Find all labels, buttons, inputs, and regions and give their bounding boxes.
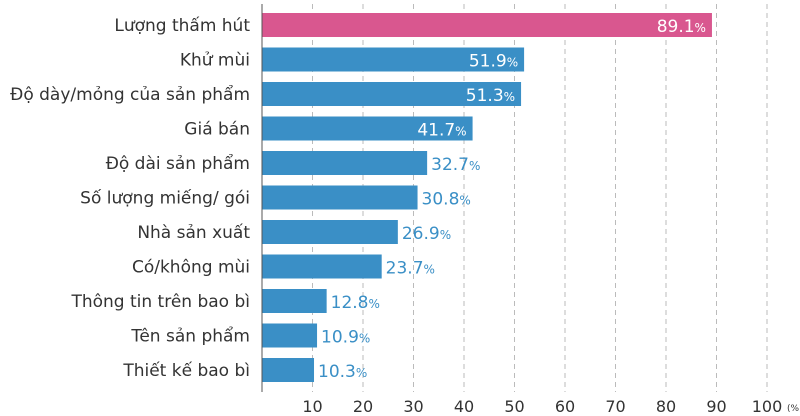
value-label-1: 89.1%	[657, 17, 706, 37]
value-label-4: 41.7%	[417, 121, 466, 141]
x-tick-label-80: 80	[656, 397, 676, 416]
category-label-5: Độ dài sản phẩm	[106, 153, 250, 174]
bar-8	[262, 254, 382, 279]
category-label-1: Lượng thấm hút	[114, 15, 250, 36]
value-label-10: 10.9%	[321, 328, 370, 348]
x-tick-label-50: 50	[504, 397, 524, 416]
category-label-8: Có/không mùi	[132, 258, 250, 278]
value-label-2: 51.9%	[469, 52, 518, 72]
x-tick-label-90: 90	[706, 397, 726, 416]
category-label-6: Số lượng miếng/ gói	[80, 188, 250, 209]
value-labels: 89.1% 51.9% 51.3%41.7% 32.7% 30.8% 26.9% 23.7%…	[318, 17, 706, 382]
x-tick-label-10: 10	[302, 397, 322, 416]
x-tick-label-60: 60	[555, 397, 575, 416]
bar-6	[262, 185, 418, 210]
value-label-3: 51.3%	[466, 86, 515, 106]
value-label-11: 10.3%	[318, 362, 367, 382]
bar-3	[262, 82, 522, 106]
bar-10	[262, 323, 318, 348]
bar-5	[262, 151, 428, 175]
x-axis: 10 20 30 40 50 60 70 80 90 100 (%)	[261, 4, 800, 416]
bar-2	[262, 47, 525, 72]
x-unit-label: (%)	[787, 404, 800, 414]
value-label-5: 32.7%	[431, 155, 480, 175]
category-label-10: Tên sản phẩm	[130, 326, 250, 347]
value-label-9: 12.8%	[331, 293, 380, 313]
category-label-2: Khử mùi	[180, 51, 250, 71]
category-label-11: Thiết kế bao bì	[122, 360, 250, 381]
x-tick-label-40: 40	[454, 397, 474, 416]
value-label-8: 23.7%	[386, 259, 435, 279]
category-label-7: Nhà sản xuất	[137, 222, 250, 243]
bars	[262, 13, 712, 382]
bar-11	[262, 358, 315, 382]
bar-4	[262, 116, 473, 141]
category-label-9: Thông tin trên bao bì	[70, 292, 250, 312]
x-tick-label-30: 30	[403, 397, 423, 416]
x-tick-label-100: 100	[752, 397, 783, 416]
value-label-6: 30.8%	[422, 190, 471, 210]
category-label-4: Giá bán	[184, 120, 250, 140]
x-tick-label-20: 20	[353, 397, 373, 416]
x-tick-label-70: 70	[605, 397, 625, 416]
value-label-7: 26.9%	[402, 224, 451, 244]
category-label-3: Độ dày/mỏng của sản phẩm	[10, 84, 250, 105]
bar-9	[262, 289, 327, 313]
bar-7	[262, 220, 398, 244]
category-labels: Lượng thấm hút Khử mùi Độ dày/mỏng của sản…	[10, 15, 250, 381]
bar-1	[262, 13, 712, 37]
